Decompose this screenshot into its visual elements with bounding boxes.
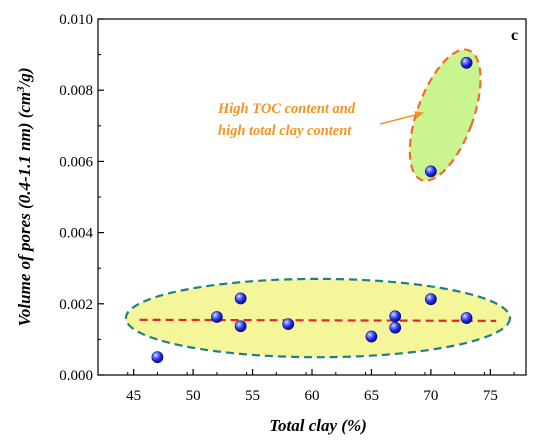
x-tick-label: 60 bbox=[305, 388, 320, 404]
x-tick-label: 65 bbox=[364, 388, 379, 404]
data-point bbox=[365, 330, 378, 343]
panel-label: c bbox=[511, 27, 518, 44]
data-point bbox=[151, 351, 164, 364]
y-tick-label: 0.004 bbox=[59, 226, 93, 242]
y-tick-label: 0.002 bbox=[59, 297, 93, 313]
y-axis: 0.000 0.002 0.004 0.006 0.008 0.010 bbox=[59, 12, 104, 384]
x-axis: 45 50 55 60 65 70 75 bbox=[97, 369, 515, 404]
annotation-line-1: High TOC content and bbox=[217, 101, 356, 117]
y-tick-label: 0.010 bbox=[59, 12, 93, 28]
data-point bbox=[210, 311, 223, 323]
high-toc-ellipse bbox=[408, 48, 482, 182]
data-point bbox=[460, 56, 473, 69]
x-tick-label: 75 bbox=[483, 388, 498, 404]
trend-line bbox=[139, 318, 497, 322]
data-points bbox=[151, 56, 473, 364]
annotation: High TOC content and high total clay con… bbox=[217, 101, 424, 139]
y-tick-label: 0.000 bbox=[59, 368, 93, 384]
data-point bbox=[460, 312, 473, 324]
y-axis-title: Volume of pores (0.4-1.1 nm) (cm3/g) bbox=[15, 67, 34, 326]
x-tick-label: 55 bbox=[245, 388, 260, 404]
low-clay-volume-ellipse bbox=[124, 277, 512, 359]
x-tick-label: 70 bbox=[423, 388, 438, 404]
x-tick-label: 45 bbox=[126, 388, 141, 404]
data-point bbox=[389, 321, 402, 334]
data-point bbox=[234, 292, 247, 305]
data-point bbox=[389, 310, 402, 323]
y-tick-label: 0.008 bbox=[59, 83, 93, 99]
data-point bbox=[234, 320, 247, 333]
highlight-regions bbox=[124, 48, 512, 359]
x-axis-title: Total clay (%) bbox=[269, 416, 367, 435]
y-tick-label: 0.006 bbox=[59, 154, 93, 170]
data-point bbox=[282, 318, 295, 330]
annotation-line-2: high total clay content bbox=[218, 123, 352, 139]
x-tick-label: 50 bbox=[186, 388, 201, 404]
annotation-arrow bbox=[379, 111, 424, 125]
data-point bbox=[424, 293, 437, 306]
data-point bbox=[424, 165, 437, 178]
